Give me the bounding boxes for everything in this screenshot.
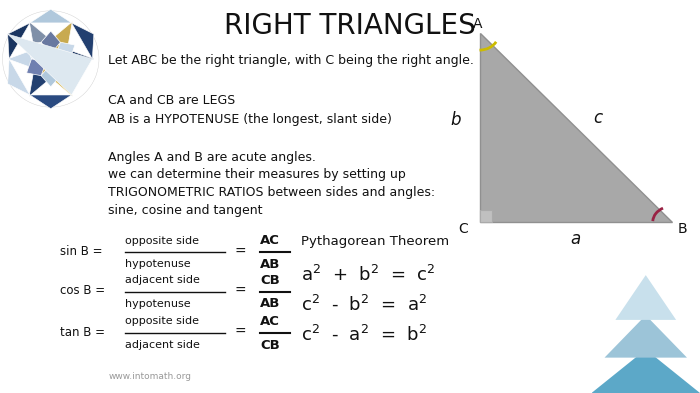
Polygon shape: [33, 44, 69, 74]
Polygon shape: [29, 69, 50, 96]
Text: Let ABC be the right triangle, with C being the right angle.: Let ABC be the right triangle, with C be…: [108, 54, 475, 68]
Text: AB: AB: [260, 297, 281, 310]
Text: b: b: [450, 111, 461, 129]
Text: hypotenuse: hypotenuse: [125, 299, 190, 309]
Text: RIGHT TRIANGLES: RIGHT TRIANGLES: [224, 11, 476, 40]
Polygon shape: [41, 31, 60, 54]
Polygon shape: [27, 45, 70, 75]
Text: tan B =: tan B =: [60, 325, 104, 339]
Text: a$^2$  +  b$^2$  =  c$^2$: a$^2$ + b$^2$ = c$^2$: [301, 265, 435, 285]
Polygon shape: [30, 9, 71, 23]
Text: A: A: [473, 17, 482, 31]
Polygon shape: [55, 42, 75, 59]
Polygon shape: [8, 49, 34, 69]
Text: cos B =: cos B =: [60, 284, 104, 298]
Polygon shape: [8, 23, 30, 59]
Polygon shape: [67, 49, 94, 69]
Text: AB: AB: [260, 258, 281, 271]
Text: we can determine their measures by setting up: we can determine their measures by setti…: [108, 168, 406, 182]
Text: CB: CB: [260, 274, 280, 287]
Text: adjacent side: adjacent side: [125, 340, 200, 350]
Text: c: c: [594, 109, 603, 127]
Text: www.intomath.org: www.intomath.org: [108, 372, 192, 381]
Text: Angles A and B are acute angles.: Angles A and B are acute angles.: [108, 151, 316, 164]
Text: sine, cosine and tangent: sine, cosine and tangent: [108, 204, 263, 217]
Polygon shape: [592, 349, 700, 393]
Text: C: C: [458, 222, 468, 236]
Text: AB is a HYPOTENUSE (the longest, slant side): AB is a HYPOTENUSE (the longest, slant s…: [108, 113, 393, 127]
Text: =: =: [234, 284, 246, 298]
Text: CA and CB are LEGS: CA and CB are LEGS: [108, 94, 236, 107]
Polygon shape: [29, 22, 50, 49]
Polygon shape: [30, 95, 71, 109]
Text: hypotenuse: hypotenuse: [125, 259, 190, 270]
Polygon shape: [8, 59, 30, 95]
Text: a: a: [570, 230, 581, 248]
Text: AC: AC: [260, 234, 280, 248]
Polygon shape: [41, 64, 60, 87]
Text: c$^2$  -  a$^2$  =  b$^2$: c$^2$ - a$^2$ = b$^2$: [301, 325, 427, 345]
Text: adjacent side: adjacent side: [125, 275, 200, 285]
Polygon shape: [8, 34, 92, 95]
Text: =: =: [234, 325, 246, 339]
Polygon shape: [27, 42, 46, 59]
Polygon shape: [480, 33, 672, 222]
Polygon shape: [50, 22, 72, 49]
Polygon shape: [27, 59, 46, 75]
Text: opposite side: opposite side: [125, 236, 199, 246]
Polygon shape: [71, 23, 94, 59]
Text: sin B =: sin B =: [60, 245, 102, 258]
Text: c$^2$  -  b$^2$  =  a$^2$: c$^2$ - b$^2$ = a$^2$: [301, 294, 427, 315]
Bar: [480, 210, 492, 222]
Text: =: =: [234, 244, 246, 259]
Polygon shape: [50, 69, 72, 96]
Text: B: B: [678, 222, 687, 236]
Text: TRIGONOMETRIC RATIOS between sides and angles:: TRIGONOMETRIC RATIOS between sides and a…: [108, 186, 435, 199]
Text: AC: AC: [260, 315, 280, 328]
Polygon shape: [615, 275, 676, 320]
Polygon shape: [605, 315, 687, 358]
Text: Pythagorean Theorem: Pythagorean Theorem: [301, 235, 449, 248]
Text: CB: CB: [260, 338, 280, 352]
Text: opposite side: opposite side: [125, 316, 199, 327]
